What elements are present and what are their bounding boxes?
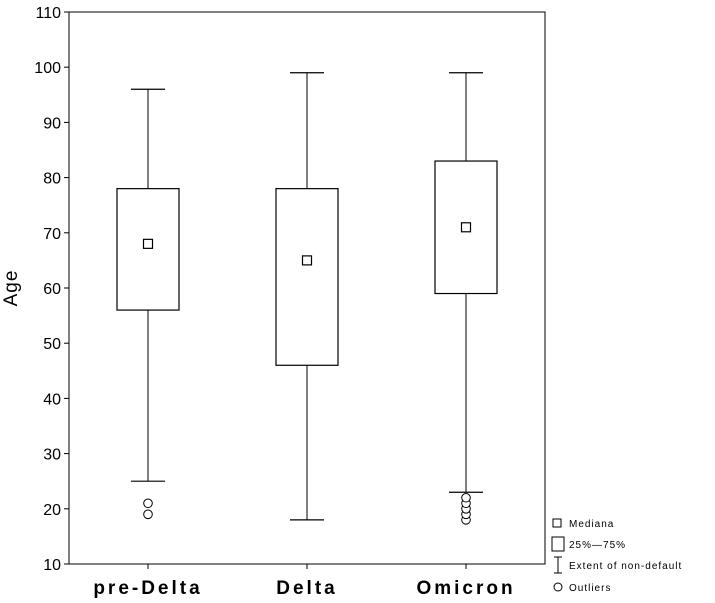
y-tick-label: 110	[35, 5, 61, 22]
box-group-pre-delta	[116, 88, 180, 520]
y-axis-title: Age	[1, 270, 22, 307]
median-marker	[460, 222, 472, 233]
outlier-point	[143, 509, 153, 520]
x-category-label: Omicron	[416, 578, 515, 599]
x-axis: pre-Delta Delta Omicron	[93, 564, 515, 599]
y-tick-label: 40	[43, 391, 61, 408]
legend-label-iqr: 25%—75%	[569, 540, 626, 551]
box-group-delta	[275, 72, 339, 521]
y-tick-label: 20	[43, 502, 61, 519]
legend-label-median: Mediana	[569, 519, 614, 530]
y-tick-label: 30	[43, 447, 61, 464]
legend-label-outliers: Outliers	[569, 583, 611, 594]
legend-outlier-swatch	[553, 582, 563, 592]
iqr-box	[275, 188, 339, 366]
box-group-omicron	[434, 72, 498, 525]
y-tick-label: 100	[34, 60, 61, 77]
legend-box-swatch	[551, 536, 565, 552]
outlier-point	[461, 492, 471, 503]
y-axis: 10 20 30 40 50 60 70 80 90 100 110	[34, 5, 69, 574]
y-tick-label: 10	[43, 557, 61, 574]
outlier-point	[143, 498, 153, 509]
y-tick-label: 90	[43, 115, 61, 132]
legend-whisker-swatch	[554, 556, 562, 574]
x-category-label: pre-Delta	[93, 578, 202, 599]
median-marker	[301, 255, 313, 266]
median-marker	[142, 238, 154, 249]
legend-median-swatch	[552, 518, 562, 528]
boxes	[116, 72, 498, 525]
iqr-box	[116, 188, 180, 311]
y-tick-label: 60	[43, 281, 61, 298]
y-tick-label: 80	[43, 171, 61, 188]
x-category-label: Delta	[276, 578, 337, 599]
legend: Mediana 25%—75% Extent of non-default Outli…	[551, 518, 682, 594]
legend-label-extent: Extent of non-default	[569, 561, 682, 572]
y-tick-label: 70	[43, 226, 61, 243]
y-tick-label: 50	[43, 336, 61, 353]
